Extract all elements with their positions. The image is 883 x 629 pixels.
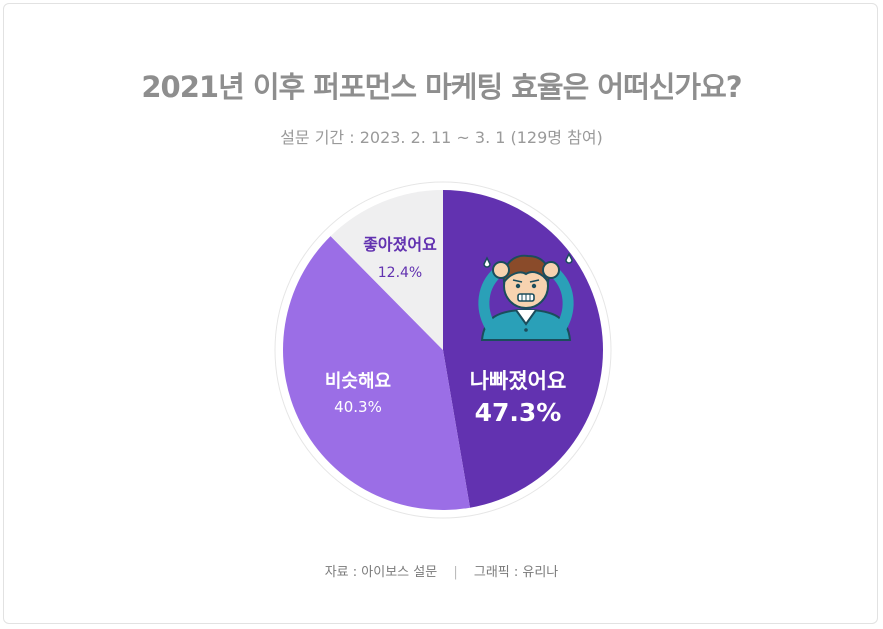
slice-label-0: 나빠졌어요 <box>470 369 567 393</box>
slice-label-2: 좋아졌어요 <box>363 235 437 254</box>
slice-value-1: 40.3% <box>334 398 382 416</box>
slice-value-0: 47.3% <box>475 398 562 427</box>
slice-value-2: 12.4% <box>378 265 422 281</box>
footer-separator: | <box>453 565 458 580</box>
footer-source: 자료 : 아이보스 설문 <box>324 565 438 580</box>
chart-subtitle: 설문 기간 : 2023. 2. 11 ~ 3. 1 (129명 참여) <box>280 128 603 147</box>
chart-footer: 자료 : 아이보스 설문 | 그래픽 : 유리나 <box>0 561 883 580</box>
footer-graphic: 그래픽 : 유리나 <box>473 565 559 580</box>
pie-slice-0 <box>443 190 603 508</box>
slice-label-1: 비슷해요 <box>325 371 391 392</box>
pie-slice-1 <box>283 236 471 510</box>
pie-slices <box>283 190 603 510</box>
pie-slice-2 <box>330 190 443 350</box>
chart-title: 2021년 이후 퍼포먼스 마케팅 효율은 어떠신가요? <box>141 70 742 104</box>
stressed-person-icon <box>478 252 574 341</box>
